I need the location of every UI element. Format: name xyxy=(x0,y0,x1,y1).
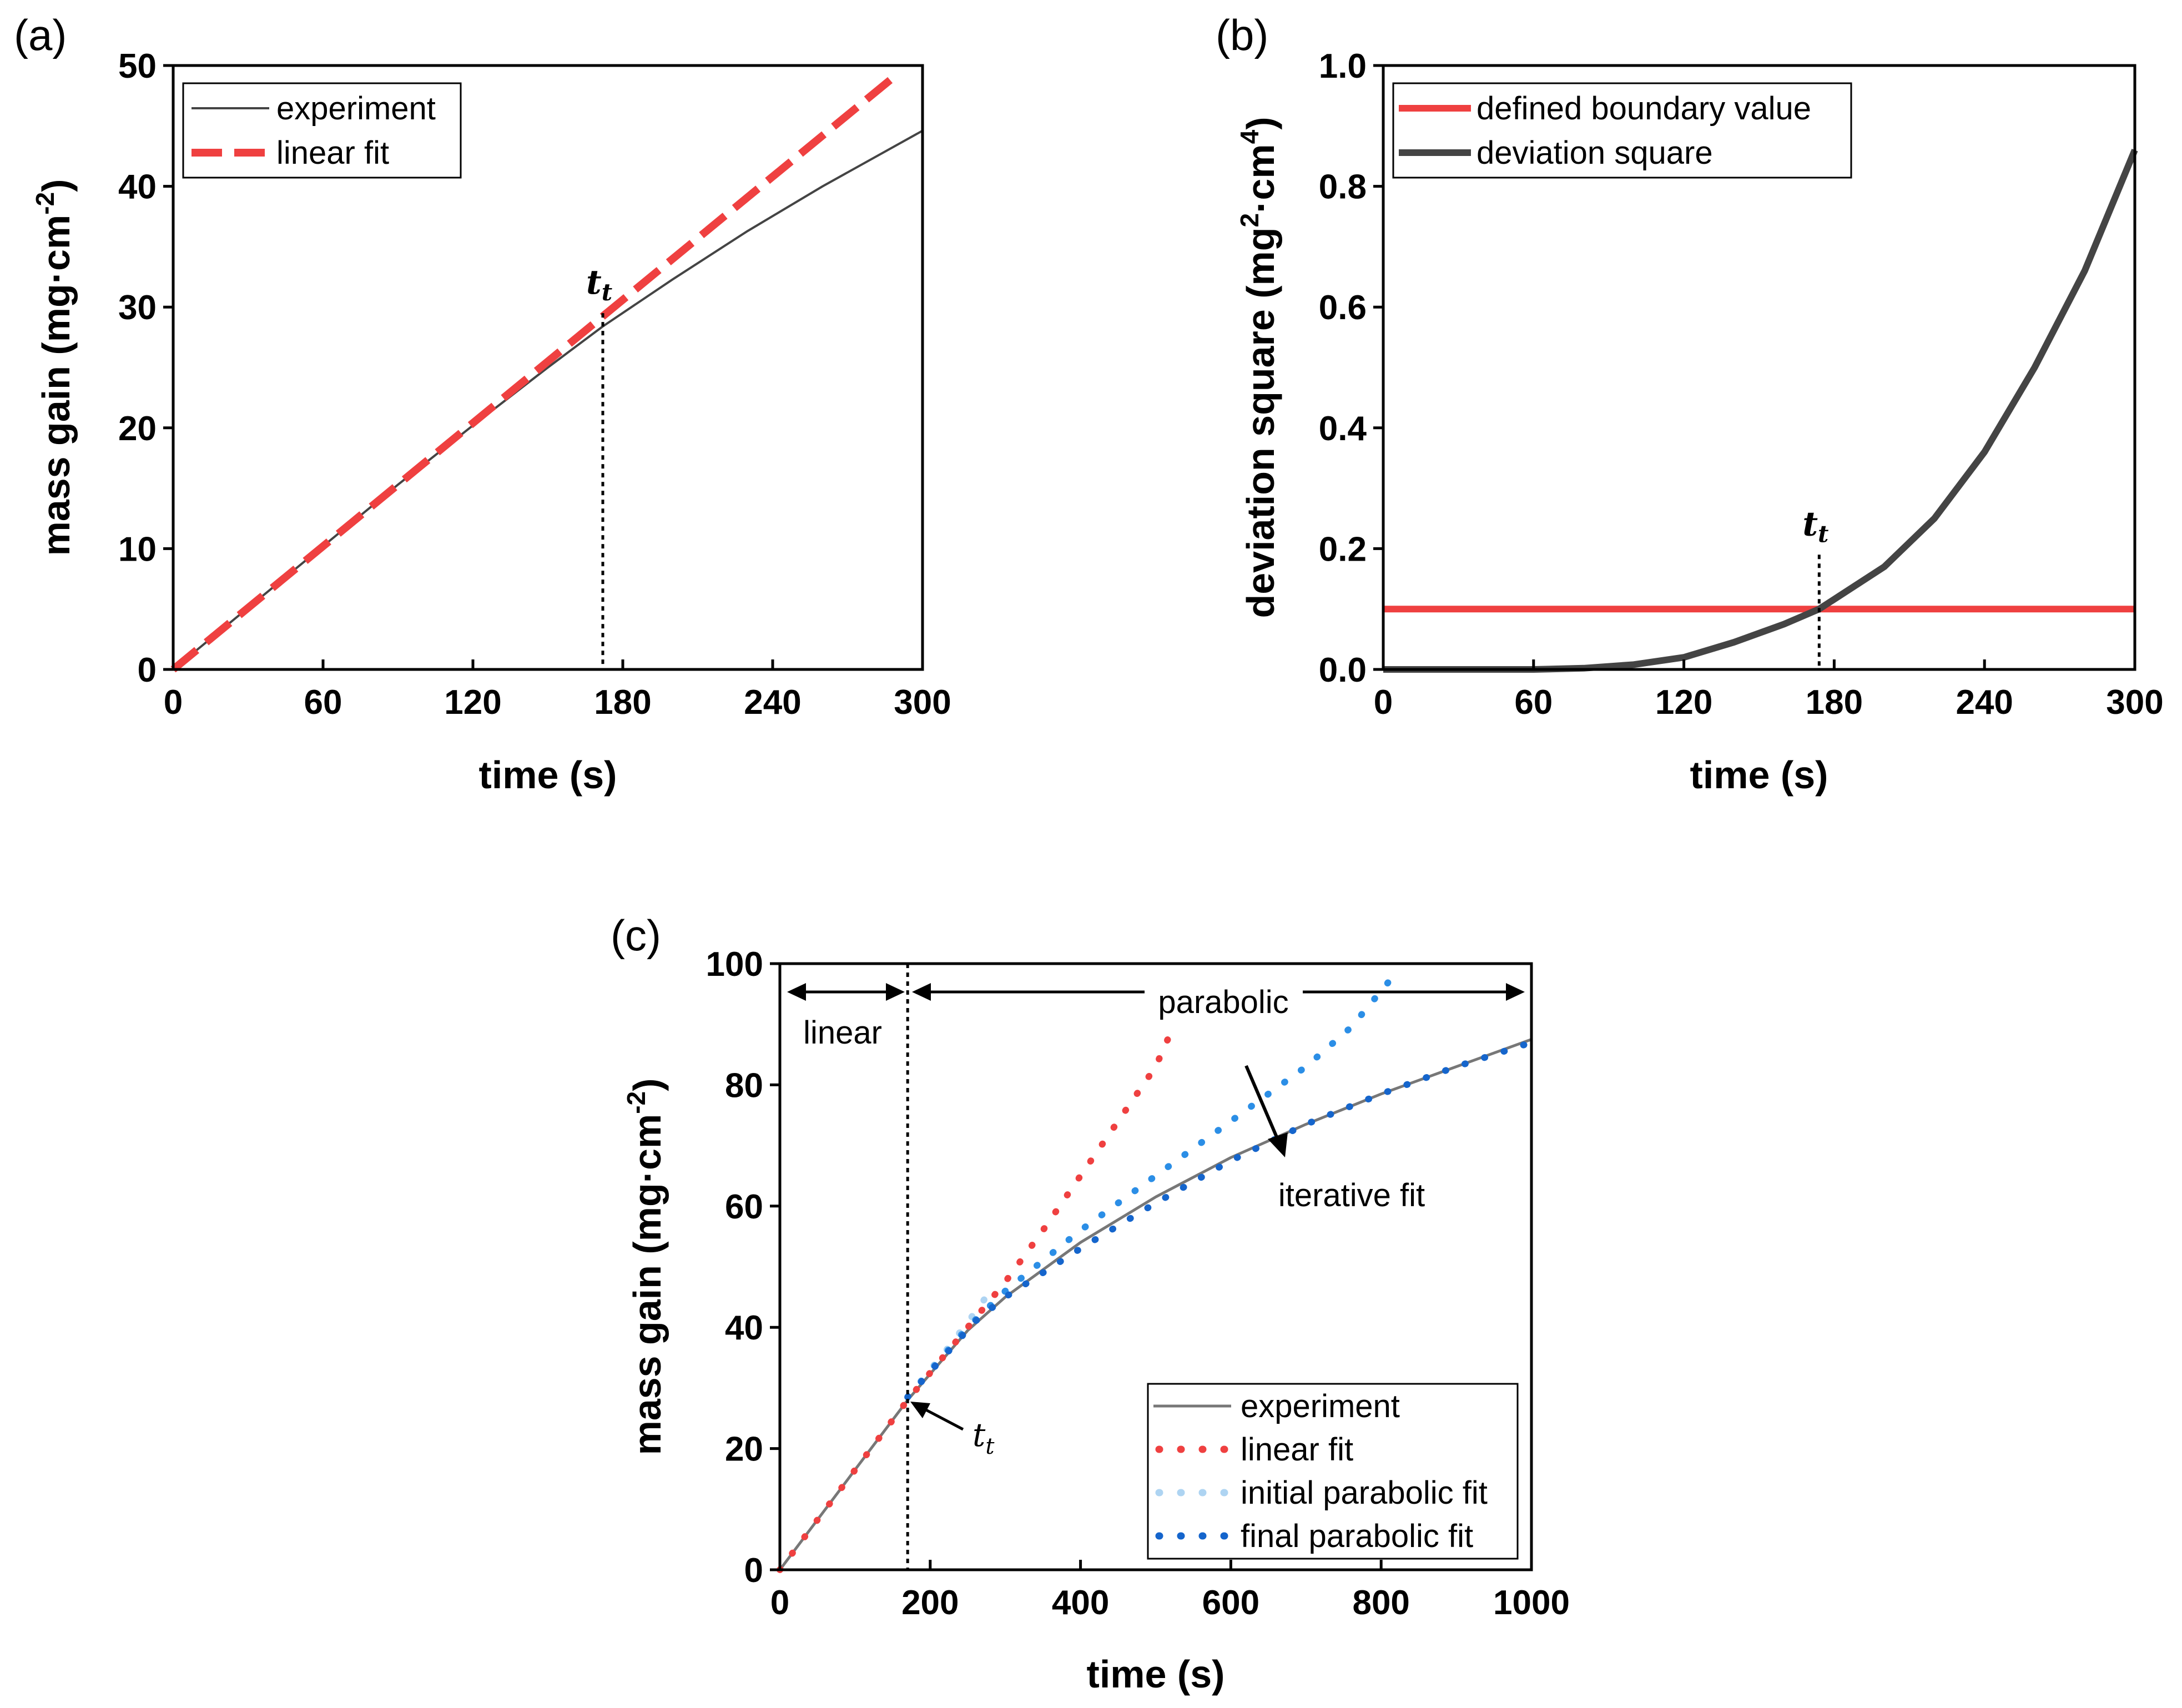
series-a-experiment xyxy=(172,129,923,671)
panel-c-legend: experiment linear fit initial parabolic … xyxy=(1147,1383,1519,1560)
region-arrows: parabolic linear xyxy=(787,974,1525,1051)
panel-c-frame xyxy=(778,962,1533,1571)
x-tick-label: 240 xyxy=(1956,683,2013,722)
x-tick-label: 300 xyxy=(2106,683,2163,722)
x-tick-label: 60 xyxy=(304,683,342,722)
y-tick-label: 0.2 xyxy=(1319,530,1367,568)
iterative-fit-arrow-head xyxy=(1268,1132,1288,1157)
x-tick-label: 120 xyxy=(444,683,501,722)
panel-b-frame xyxy=(1382,64,2136,671)
x-tick-label: 120 xyxy=(1655,683,1712,722)
y-tick-label: 10 xyxy=(118,530,157,568)
y-tick-label: 20 xyxy=(725,1430,763,1469)
x-tick-label: 600 xyxy=(1202,1584,1259,1622)
panel-b-y-title: deviation square (mg2·cm4) xyxy=(1235,117,1282,618)
panel-b-legend: defined boundary value deviation square xyxy=(1392,82,1852,179)
y-tick-label: 30 xyxy=(118,289,157,327)
panel-c-label: (c) xyxy=(611,911,661,960)
x-tick-label: 0 xyxy=(1374,683,1393,722)
x-tick-label: 200 xyxy=(901,1584,959,1622)
x-tick-label: 60 xyxy=(1514,683,1553,722)
legend-label-linear-fit: linear fit xyxy=(276,135,389,171)
legend-label-c-final: final parabolic fit xyxy=(1241,1518,1473,1554)
series-a-linear-fit xyxy=(170,70,900,673)
panel-b-x-title: time (s) xyxy=(1690,753,1828,797)
panel-a: (a) 0 60 120 180 240 300 0 10 20 30 40 50 tt experi… xyxy=(14,11,951,797)
y-tick-label: 0.8 xyxy=(1319,168,1367,206)
iterative-fit-label: iterative fit xyxy=(1278,1177,1425,1213)
x-tick-label: 180 xyxy=(594,683,651,722)
series-c-linear-fit xyxy=(777,1021,1178,1573)
iterative-fit-arrow xyxy=(1244,1065,1281,1145)
panel-c-y-title: mass gain (mg·cm-2) xyxy=(622,1079,669,1455)
panel-b: (b) 0 60 120 180 240 300 0.0 0.2 0.4 0.6 0.8 1.0 tt… xyxy=(1216,11,2164,797)
x-tick-label: 800 xyxy=(1352,1584,1409,1622)
x-tick-label: 400 xyxy=(1052,1584,1109,1622)
series-c-final-parabolic-fit xyxy=(904,1039,1535,1400)
panel-b-legend-box xyxy=(1392,82,1852,179)
legend-label-c-linear: linear fit xyxy=(1241,1432,1353,1468)
panel-a-frame xyxy=(172,64,924,671)
y-tick-label: 1.0 xyxy=(1319,47,1367,85)
y-tick-label: 80 xyxy=(725,1066,763,1105)
panel-b-label: (b) xyxy=(1216,11,1268,59)
x-tick-label: 180 xyxy=(1806,683,1863,722)
parabolic-label-bg xyxy=(1145,974,1303,1013)
x-tick-label: 0 xyxy=(164,683,183,722)
legend-label-experiment: experiment xyxy=(276,90,436,127)
y-tick-label: 60 xyxy=(725,1188,763,1226)
y-tick-label: 40 xyxy=(725,1309,763,1347)
panel-c: (c) 0 200 400 600 800 1000 0 20 40 60 80 100 parabo… xyxy=(611,911,1570,1696)
panel-c-legend-box xyxy=(1147,1383,1519,1560)
y-tick-label: 0 xyxy=(744,1551,763,1590)
parabolic-arrow-left-head xyxy=(912,983,931,1001)
panel-a-y-title: mass gain (mg·cm-2) xyxy=(31,179,78,556)
y-tick-label: 50 xyxy=(118,47,157,85)
legend-label-c-experiment: experiment xyxy=(1241,1388,1400,1424)
linear-region-label: linear xyxy=(803,1015,882,1051)
x-tick-label: 0 xyxy=(770,1584,789,1622)
panel-b-tt-label: tt xyxy=(1802,505,1828,547)
y-tick-label: 20 xyxy=(118,410,157,448)
y-tick-label: 0 xyxy=(138,651,157,689)
panel-c-x-title: time (s) xyxy=(1087,1652,1225,1696)
legend-label-deviation: deviation square xyxy=(1476,135,1713,171)
series-c-experiment xyxy=(779,1038,1532,1571)
panel-a-x-title: time (s) xyxy=(479,753,617,797)
panel-a-tt-label: tt xyxy=(586,263,612,306)
x-tick-label: 1000 xyxy=(1493,1584,1570,1622)
tt-pointer-arrow-head xyxy=(910,1402,930,1418)
legend-label-c-initial: initial parabolic fit xyxy=(1241,1475,1488,1511)
y-tick-label: 0.4 xyxy=(1319,410,1367,448)
parabolic-region-label: parabolic xyxy=(1158,984,1288,1020)
legend-label-boundary: defined boundary value xyxy=(1476,90,1811,127)
linear-arrow-right-head xyxy=(886,983,905,1001)
linear-arrow-left-head xyxy=(787,983,806,1001)
parabolic-arrow-right-head xyxy=(1506,983,1525,1001)
panel-a-label: (a) xyxy=(14,11,67,59)
panel-a-legend: experiment linear fit xyxy=(182,82,462,179)
y-tick-label: 0.6 xyxy=(1319,289,1367,327)
x-tick-label: 240 xyxy=(744,683,801,722)
series-b-deviation-square xyxy=(1383,149,2138,673)
panel-c-tt-label: tt xyxy=(972,1416,995,1459)
y-tick-label: 100 xyxy=(706,945,763,984)
panel-a-legend-box xyxy=(182,82,462,179)
y-tick-label: 0.0 xyxy=(1319,651,1367,689)
y-tick-label: 40 xyxy=(118,168,157,206)
x-tick-label: 300 xyxy=(894,683,951,722)
